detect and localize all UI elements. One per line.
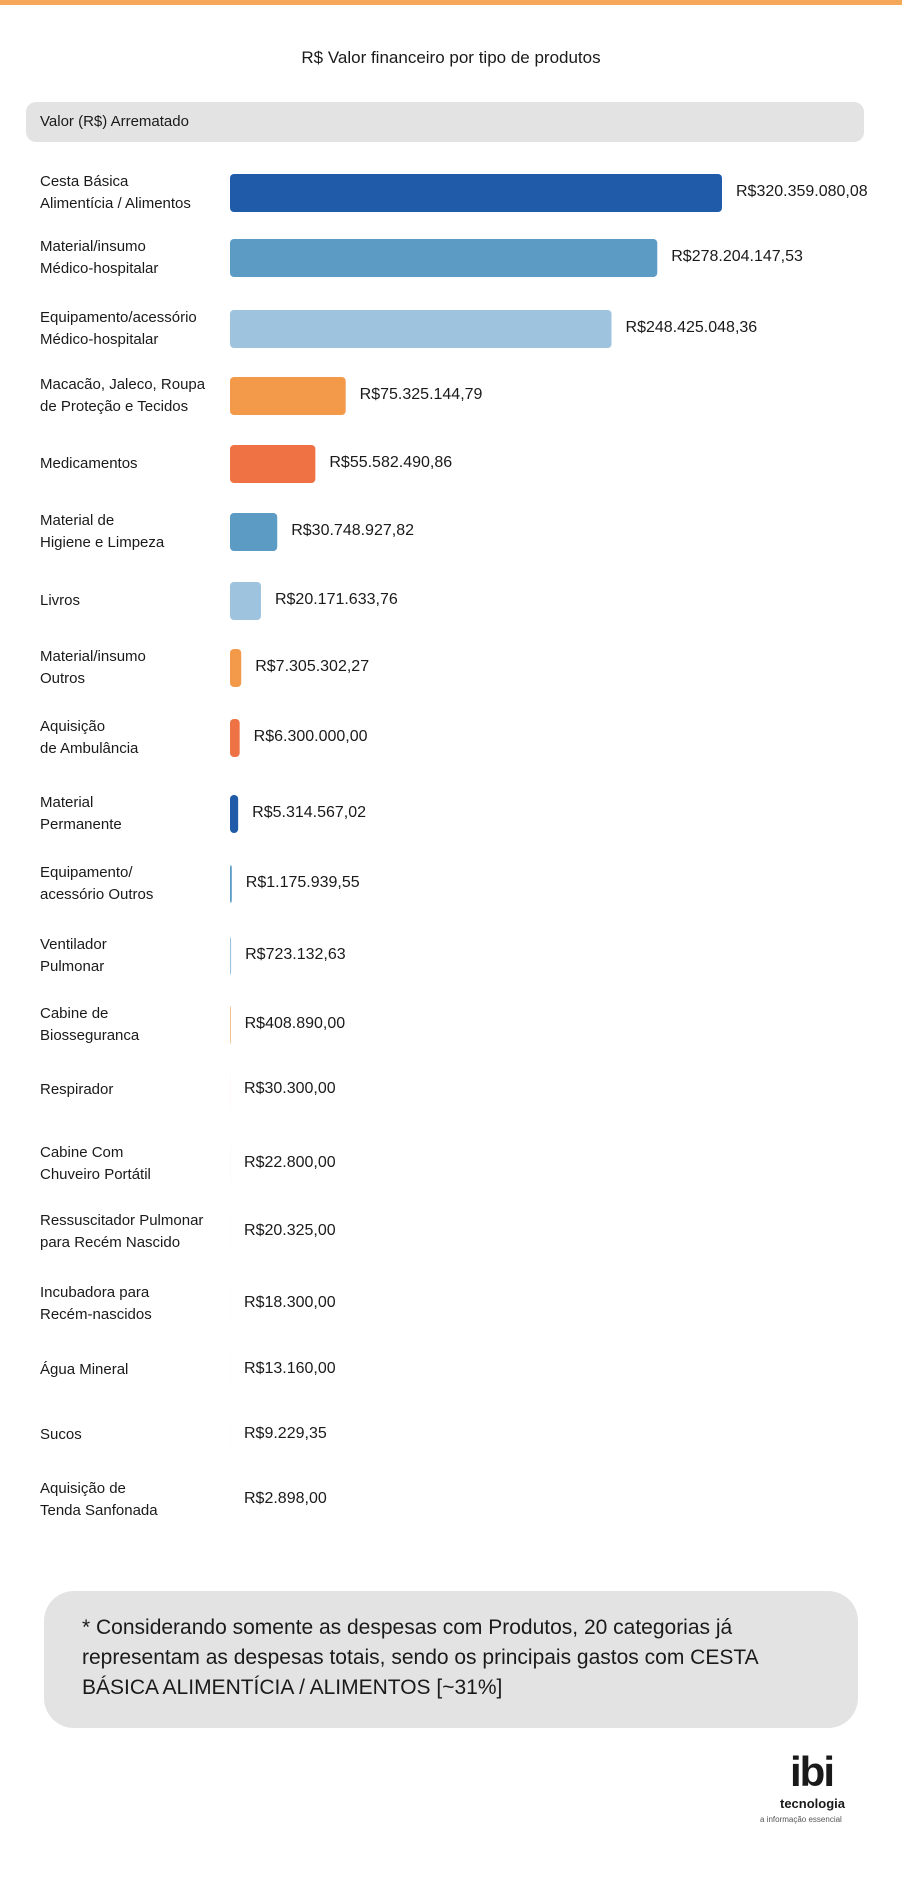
value-label: R$30.748.927,82: [291, 522, 414, 539]
category-label: Cabine de Biosseguranca: [40, 1005, 140, 1044]
category-label: Aquisição de Ambulância: [40, 718, 139, 757]
value-label: R$320.359.080,08: [736, 183, 868, 200]
bar: [230, 174, 722, 212]
bar: [230, 310, 612, 348]
value-label: R$5.314.567,02: [252, 804, 367, 821]
category-label: Cabine Com Chuveiro Portátil: [40, 1144, 151, 1183]
value-label: R$7.305.302,27: [255, 658, 370, 675]
value-label: R$6.300.000,00: [253, 728, 368, 745]
bar: [230, 582, 261, 620]
category-label: Medicamentos: [40, 455, 138, 472]
category-label: Ressuscitador Pulmonar para Recém Nascid…: [40, 1212, 204, 1251]
chart-title: R$ Valor financeiro por tipo de produtos: [301, 48, 601, 67]
category-label: Aquisição de Tenda Sanfonada: [40, 1480, 158, 1519]
header-box: [26, 102, 864, 142]
bar: [230, 937, 232, 975]
value-label: R$9.229,35: [244, 1425, 327, 1442]
category-label: Macacão, Jaleco, Roupa de Proteção e Tec…: [40, 376, 206, 415]
category-label: Respirador: [40, 1081, 114, 1098]
value-label: R$278.204.147,53: [671, 248, 803, 265]
bar: [230, 445, 316, 483]
value-label: R$723.132,63: [245, 946, 346, 963]
bar: [230, 649, 242, 687]
value-label: R$75.325.144,79: [359, 386, 483, 403]
value-label: R$20.325,00: [244, 1222, 336, 1239]
bar: [230, 795, 239, 833]
bar: [230, 377, 346, 415]
bar: [230, 865, 232, 903]
bar: [230, 719, 240, 757]
logo-subtitle: tecnologia: [780, 1796, 846, 1811]
category-label: Material/insumo Outros: [40, 648, 146, 687]
logo-tagline: a informação essencial: [760, 1815, 842, 1824]
category-label: Cesta Básica Alimentícia / Alimentos: [40, 173, 191, 212]
chart: [230, 174, 722, 1519]
bar: [230, 1006, 231, 1044]
value-label: R$18.300,00: [244, 1294, 336, 1311]
category-label: Equipamento/ acessório Outros: [40, 864, 154, 903]
value-label: R$20.171.633,76: [274, 591, 398, 608]
value-label: R$55.582.490,86: [329, 454, 453, 471]
category-label: Água Mineral: [40, 1361, 129, 1378]
note-box: [44, 1591, 858, 1728]
category-label: Ventilador Pulmonar: [40, 936, 107, 975]
category-label: Material de Higiene e Limpeza: [40, 512, 165, 551]
logo-name: ibi: [790, 1748, 835, 1795]
value-label: R$30.300,00: [244, 1080, 336, 1097]
category-label: Material Permanente: [40, 794, 122, 833]
series-header: Valor (R$) Arrematado: [40, 113, 189, 130]
value-label: R$248.425.048,36: [625, 319, 758, 336]
note: * Considerando somente as despesas com P…: [82, 1616, 758, 1699]
value-label: R$1.175.939,55: [245, 874, 360, 891]
value-label: R$13.160,00: [244, 1360, 336, 1377]
category-label: Equipamento/acessório Médico-hospitalar: [40, 309, 197, 348]
value-label: R$408.890,00: [244, 1015, 346, 1032]
category-label: Incubadora para Recém-nascidos: [40, 1284, 152, 1323]
category-label: Material/insumo Médico-hospitalar: [40, 238, 159, 277]
bar: [230, 513, 278, 551]
value-label: R$22.800,00: [244, 1154, 336, 1171]
value-label: R$2.898,00: [244, 1490, 327, 1507]
category-label: Livros: [40, 592, 81, 609]
category-label: Sucos: [40, 1426, 82, 1443]
top-rule: [0, 0, 902, 5]
bar: [230, 239, 658, 277]
